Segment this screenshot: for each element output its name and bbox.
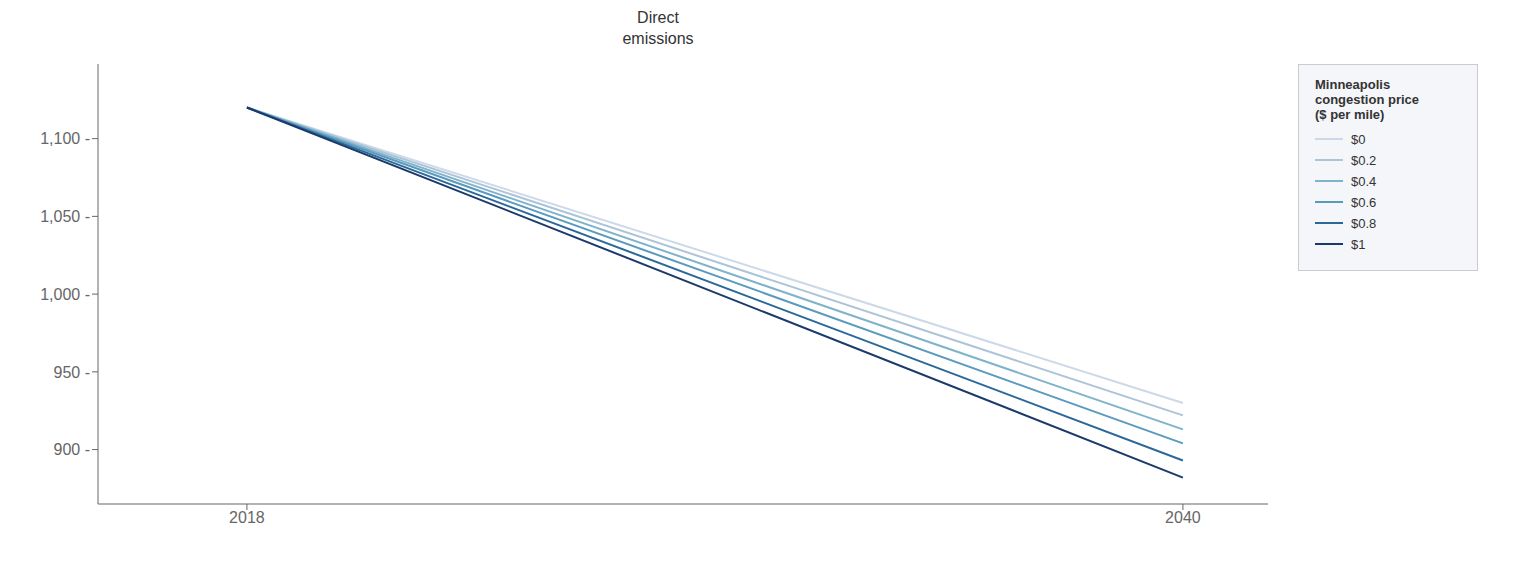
svg-text:2018: 2018 (229, 509, 265, 526)
html-text:$1: $1 (1351, 236, 1366, 252)
html-text:$0.6: $0.6 (1351, 194, 1377, 210)
html-text:$0.8: $0.8 (1351, 215, 1377, 231)
svg-text:1,050 -: 1,050 - (40, 208, 90, 225)
html-text:Minneapolis congestion price (: Minneapolis congestion price ($ per mile… (1315, 76, 1419, 122)
svg-text:2040: 2040 (1165, 509, 1201, 526)
svg-text:900 -: 900 - (54, 441, 90, 458)
html-text:$0: $0 (1351, 131, 1366, 147)
html-text:Direct emissions: Direct emissions (622, 9, 694, 47)
svg-text:1,100 -: 1,100 - (40, 130, 90, 147)
html-text:$0.2: $0.2 (1351, 152, 1377, 168)
svg-text:1,000 -: 1,000 - (40, 285, 90, 302)
html-text:$0.4: $0.4 (1351, 173, 1377, 189)
svg-text:950 -: 950 - (54, 363, 90, 380)
